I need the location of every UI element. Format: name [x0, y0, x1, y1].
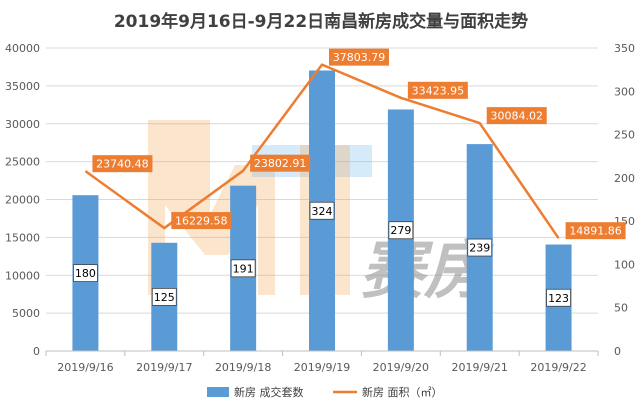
y-left-tick-label: 35000 — [5, 80, 40, 93]
line-series — [84, 63, 560, 239]
bar-label-box — [546, 288, 571, 307]
bar-data-label: 239 — [469, 242, 490, 255]
line-data-label: 14891.86 — [569, 225, 622, 238]
data-labels: 180 125 191 324 279 239 123 23740.48 16229.58 238… — [73, 48, 626, 307]
line-label-box — [486, 107, 547, 125]
y-right-tick-label: 350 — [614, 42, 635, 55]
line-data-label: 30084.02 — [490, 110, 543, 123]
legend-label-bar: 新房 成交套数 — [234, 385, 304, 399]
line-data-label: 37803.79 — [333, 51, 386, 64]
x-tick-label: 2019/9/16 — [57, 361, 113, 374]
y-right-tick-label: 300 — [614, 85, 635, 98]
x-tick-label: 2019/9/18 — [215, 361, 271, 374]
line-label-box — [250, 154, 311, 172]
y-right-tick-label: 0 — [614, 345, 621, 358]
legend-label-line: 新房 面积（㎡） — [362, 385, 443, 399]
y-left-tick-label: 25000 — [5, 156, 40, 169]
y-left-tick-label: 5000 — [12, 307, 40, 320]
bar-label-box — [151, 287, 177, 306]
x-tick-label: 2019/9/20 — [373, 361, 429, 374]
y-left-tick-label: 15000 — [5, 231, 40, 244]
y-left-tick-label: 10000 — [5, 269, 40, 282]
x-tick-label: 2019/9/21 — [452, 361, 508, 374]
line-label-box — [407, 81, 468, 99]
x-tick-label: 2019/9/17 — [136, 361, 192, 374]
x-tick-label: 2019/9/22 — [530, 361, 586, 374]
bar-data-label: 191 — [233, 262, 254, 275]
y-right-tick-label: 50 — [614, 302, 628, 315]
bar-data-label: 180 — [75, 267, 96, 280]
axes: 0 5000 10000 15000 20000 25000 30000 35000 40000… — [5, 42, 635, 374]
line-data-label: 16229.58 — [175, 215, 228, 228]
y-left-tick-label: 0 — [33, 345, 40, 358]
legend: 新房 成交套数 新房 面积（㎡） — [207, 385, 443, 399]
x-tick-label: 2019/9/19 — [294, 361, 350, 374]
bar-label-box — [309, 201, 335, 220]
y-left-tick-label: 20000 — [5, 194, 40, 207]
bar-label-box — [230, 259, 256, 278]
legend-swatch-bar — [207, 387, 229, 397]
bar-label-box — [388, 221, 414, 240]
line-label-box — [171, 212, 232, 230]
line-label-box — [565, 222, 626, 240]
y-left-tick-label: 30000 — [5, 118, 40, 131]
y-right-tick-label: 100 — [614, 258, 635, 271]
chart-title: 2019年9月16日-9月22日南昌新房成交量与面积走势 — [114, 11, 528, 32]
bar-label-box — [73, 264, 98, 282]
line-label-box — [92, 155, 153, 173]
bar-data-label: 279 — [390, 224, 411, 237]
line-data-label: 23740.48 — [96, 158, 149, 171]
series-line — [84, 63, 560, 239]
y-left-tick-label: 40000 — [5, 42, 40, 55]
line-label-box — [329, 48, 389, 66]
y-right-tick-label: 200 — [614, 172, 635, 185]
bar-label-box — [467, 238, 493, 257]
bar-data-label: 125 — [154, 291, 175, 304]
bar-data-label: 324 — [312, 205, 333, 218]
line-data-label: 33423.95 — [412, 84, 465, 97]
y-right-tick-label: 250 — [614, 129, 635, 142]
bar-data-label: 123 — [548, 292, 569, 305]
line-data-label: 23802.91 — [254, 157, 307, 170]
